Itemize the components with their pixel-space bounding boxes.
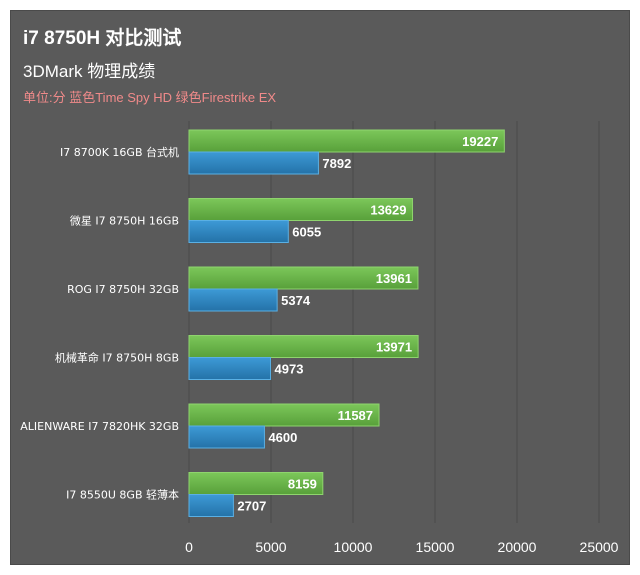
bar-value-label: 6055: [292, 225, 321, 240]
bars: [188, 129, 505, 517]
bar-value-label: 13629: [370, 203, 406, 218]
chart-frame: i7 8750H 对比测试 3DMark 物理成绩 单位:分 蓝色Time Sp…: [10, 10, 630, 565]
chart-subtitle: 3DMark 物理成绩: [23, 62, 156, 81]
bar-firestrike: [188, 335, 419, 358]
gridlines: [188, 121, 600, 523]
bar-value-label: 13961: [376, 271, 412, 286]
bar-firestrike: [188, 129, 505, 153]
bar-chart: 0 5000 10000 15000 20000 25000 19227 7892 I7 870…: [20, 121, 619, 555]
bar-firestrike: [188, 403, 380, 427]
bar-value-label: 7892: [322, 156, 351, 171]
category-label: 微星 I7 8750H 16GB: [70, 214, 179, 228]
category-label: 机械革命 I7 8750H 8GB: [55, 351, 179, 365]
bar-value-label: 4600: [268, 430, 297, 445]
labels: 0 5000 10000 15000 20000 25000 19227 7892 I7 870…: [20, 134, 618, 555]
bar-firestrike: [188, 472, 324, 495]
x-tick-label: 5000: [255, 539, 286, 555]
bar-value-label: 8159: [288, 477, 317, 492]
bar-value-label: 13971: [376, 340, 412, 355]
x-tick-label: 20000: [498, 539, 537, 555]
bar-timespy: [188, 288, 278, 312]
chart-note: 单位:分 蓝色Time Spy HD 绿色Firestrike EX: [23, 90, 277, 105]
bar-timespy: [188, 357, 272, 380]
x-tick-label: 0: [185, 539, 193, 555]
bar-timespy: [188, 494, 234, 517]
bar-value-label: 19227: [462, 134, 498, 149]
x-tick-label: 10000: [334, 539, 373, 555]
bar-timespy: [188, 425, 265, 449]
bar-firestrike: [188, 198, 414, 221]
chart-title: i7 8750H 对比测试: [23, 28, 182, 49]
bar-value-label: 5374: [281, 293, 311, 308]
bar-value-label: 4973: [275, 362, 304, 377]
category-label: ROG I7 8750H 32GB: [67, 283, 179, 296]
bar-value-label: 2707: [237, 499, 266, 514]
bar-timespy: [188, 151, 319, 175]
bar-timespy: [188, 220, 289, 243]
bar-firestrike: [188, 266, 419, 290]
category-label: I7 8550U 8GB 轻薄本: [66, 488, 179, 502]
bar-value-label: 11587: [338, 408, 373, 423]
x-tick-label: 15000: [416, 539, 455, 555]
x-tick-label: 25000: [580, 539, 619, 555]
category-label: ALIENWARE I7 7820HK 32GB: [20, 420, 179, 433]
category-label: I7 8700K 16GB 台式机: [60, 145, 179, 159]
